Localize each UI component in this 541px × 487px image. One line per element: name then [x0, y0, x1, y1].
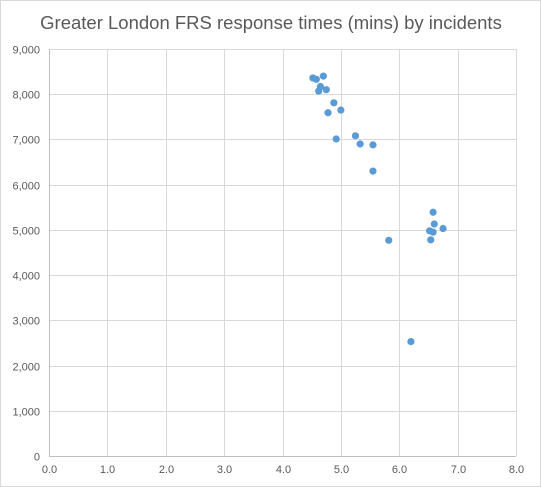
data-point: [427, 236, 435, 244]
data-point: [429, 208, 437, 216]
x-tick-label: 7.0: [451, 464, 466, 476]
data-point: [439, 224, 447, 233]
gridlines: [49, 49, 517, 457]
y-tick-label: 4,000: [12, 271, 40, 283]
chart-title: Greater London FRS response times (mins)…: [40, 12, 502, 33]
x-tick-label: 4.0: [276, 464, 291, 476]
data-point: [324, 109, 332, 117]
x-tick-label: 2.0: [159, 464, 174, 476]
data-point: [430, 220, 438, 228]
data-point: [385, 236, 393, 244]
y-axis-tick-labels: 0 1,000 2,000 3,000 4,000 5,000 6,000 7,000 8,00…: [12, 45, 40, 464]
data-point: [319, 72, 327, 80]
data-point: [315, 87, 323, 95]
data-point: [332, 135, 340, 143]
y-tick-label: 9,000: [12, 45, 40, 57]
data-point: [330, 99, 338, 107]
x-tick-label: 8.0: [509, 464, 524, 476]
x-tick-label: 0.0: [42, 464, 57, 476]
y-tick-label: 2,000: [12, 362, 40, 374]
data-point: [351, 132, 360, 140]
data-point: [312, 75, 320, 83]
y-tick-label: 8,000: [12, 90, 40, 102]
x-tick-label: 3.0: [217, 464, 232, 476]
data-point: [356, 140, 364, 148]
data-point: [337, 106, 345, 114]
y-tick-label: 3,000: [12, 316, 40, 328]
data-point: [322, 86, 330, 94]
data-point: [407, 337, 415, 346]
x-tick-label: 5.0: [334, 464, 349, 476]
data-point: [369, 167, 377, 175]
x-tick-label: 1.0: [100, 464, 115, 476]
data-points: [309, 72, 447, 346]
data-point: [429, 228, 437, 236]
data-point: [369, 141, 377, 149]
y-tick-label: 6,000: [12, 181, 40, 193]
y-tick-label: 0: [34, 452, 40, 464]
x-axis-tick-labels: 0.0 1.0 2.0 3.0 4.0 5.0 6.0 7.0 8.0: [42, 464, 524, 476]
y-tick-label: 1,000: [12, 407, 40, 419]
y-tick-label: 7,000: [12, 135, 40, 147]
x-tick-label: 6.0: [392, 464, 407, 476]
y-tick-label: 5,000: [12, 226, 40, 238]
